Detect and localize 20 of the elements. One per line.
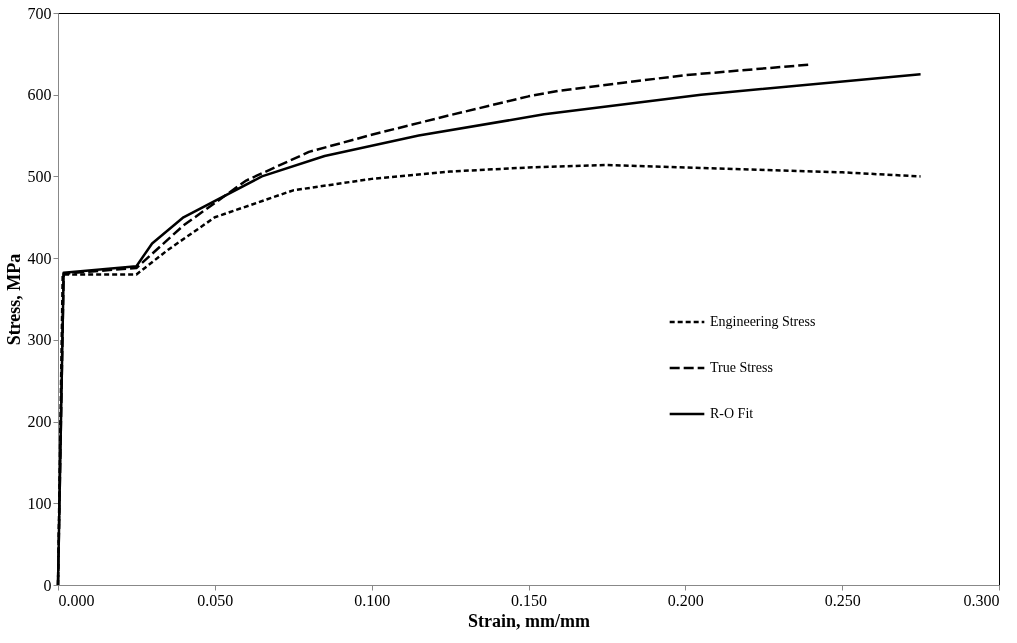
x-axis-title: Strain, mm/mm — [468, 610, 590, 631]
x-tick-label: 0.050 — [197, 591, 234, 609]
legend-label: R-O Fit — [710, 406, 754, 421]
y-tick-label: 100 — [27, 494, 52, 512]
legend-label: Engineering Stress — [710, 314, 816, 329]
y-axis-title: Stress, MPa — [3, 253, 24, 346]
legend-label: True Stress — [710, 360, 773, 375]
y-tick-label: 700 — [27, 4, 52, 22]
y-tick-label: 200 — [27, 413, 52, 431]
y-tick-label: 0 — [43, 576, 52, 594]
x-tick-label: 0.100 — [354, 591, 391, 609]
y-tick-label: 600 — [27, 86, 52, 104]
y-tick-label: 300 — [27, 331, 52, 349]
x-tick-label: 0.000 — [58, 591, 95, 609]
x-tick-label: 0.150 — [511, 591, 547, 609]
y-tick-label: 400 — [27, 249, 52, 267]
x-tick-label: 0.300 — [963, 591, 1000, 609]
y-tick-label: 500 — [27, 167, 52, 185]
x-tick-label: 0.250 — [824, 591, 861, 609]
x-tick-label: 0.200 — [667, 591, 704, 609]
